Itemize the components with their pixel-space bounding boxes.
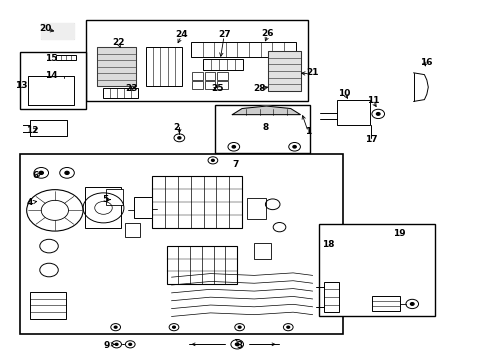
FancyBboxPatch shape [86,20,307,102]
Text: 28: 28 [253,84,265,93]
FancyBboxPatch shape [152,176,242,228]
Polygon shape [232,106,300,114]
FancyBboxPatch shape [336,100,369,125]
FancyBboxPatch shape [203,59,243,70]
Text: 15: 15 [45,54,58,63]
Polygon shape [41,23,74,39]
FancyBboxPatch shape [97,47,136,86]
Text: 8: 8 [262,123,268,132]
Text: 24: 24 [175,30,188,39]
FancyBboxPatch shape [191,42,295,57]
Text: 9: 9 [103,341,110,350]
FancyBboxPatch shape [133,197,152,217]
Text: 4: 4 [27,198,33,207]
Text: 26: 26 [261,29,273,38]
Circle shape [409,303,413,305]
FancyBboxPatch shape [192,81,202,89]
FancyBboxPatch shape [192,72,202,80]
FancyBboxPatch shape [20,154,343,334]
Text: 7: 7 [232,161,238,170]
FancyBboxPatch shape [217,72,227,80]
Circle shape [232,145,235,148]
Text: 6: 6 [33,171,39,180]
FancyBboxPatch shape [125,223,140,237]
Text: 3: 3 [236,341,242,350]
Text: 18: 18 [322,240,334,249]
Circle shape [286,326,289,328]
Polygon shape [97,47,136,86]
FancyBboxPatch shape [254,243,271,258]
Circle shape [376,113,379,115]
FancyBboxPatch shape [323,282,339,312]
Text: 19: 19 [392,229,405,238]
Text: 25: 25 [211,84,224,93]
Text: 13: 13 [15,81,27,90]
FancyBboxPatch shape [85,187,121,228]
Text: 5: 5 [102,195,108,204]
Circle shape [235,343,239,346]
Text: 2: 2 [173,123,180,132]
Circle shape [114,326,117,328]
Text: 11: 11 [366,96,379,105]
Polygon shape [267,51,300,91]
Circle shape [292,145,296,148]
Text: 22: 22 [112,38,124,47]
FancyBboxPatch shape [204,72,215,80]
Circle shape [65,171,69,174]
FancyBboxPatch shape [27,163,84,183]
Text: 16: 16 [419,58,431,67]
FancyBboxPatch shape [106,189,122,205]
Text: 14: 14 [45,71,58,80]
FancyBboxPatch shape [217,81,227,89]
Text: 27: 27 [218,30,231,39]
FancyBboxPatch shape [145,47,182,86]
Text: 17: 17 [365,135,377,144]
Text: 1: 1 [305,127,311,136]
Text: 20: 20 [39,24,52,33]
FancyBboxPatch shape [371,296,399,311]
FancyBboxPatch shape [103,88,137,98]
Circle shape [115,343,118,345]
FancyBboxPatch shape [166,246,237,284]
FancyBboxPatch shape [30,292,66,319]
Text: 23: 23 [125,84,138,93]
FancyBboxPatch shape [246,198,266,219]
Circle shape [178,137,181,139]
Circle shape [211,159,214,161]
Circle shape [129,343,131,345]
FancyBboxPatch shape [318,224,434,316]
FancyBboxPatch shape [204,81,215,89]
FancyBboxPatch shape [20,52,85,109]
FancyBboxPatch shape [267,51,300,91]
Circle shape [238,326,241,328]
Text: 12: 12 [26,126,39,135]
Text: 21: 21 [306,68,319,77]
FancyBboxPatch shape [56,55,76,60]
Text: 10: 10 [338,89,350,98]
FancyBboxPatch shape [215,105,309,153]
Circle shape [39,171,43,174]
Circle shape [172,326,175,328]
